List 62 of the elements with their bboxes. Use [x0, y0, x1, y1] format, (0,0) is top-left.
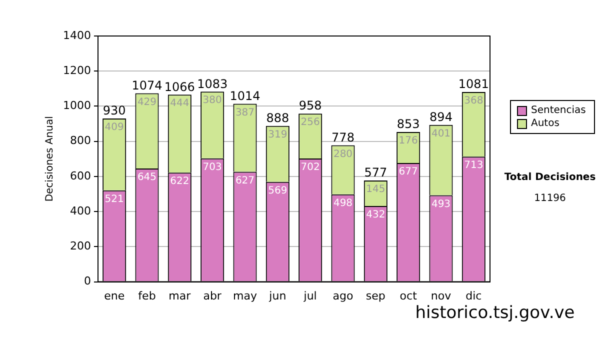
x-tick-label: nov	[430, 289, 452, 302]
data-label: 677	[398, 166, 418, 178]
x-tick-label: dic	[466, 289, 482, 302]
data-label: 319	[268, 129, 288, 140]
text: 11196	[533, 193, 567, 204]
y-tick-label: 1000	[62, 99, 91, 112]
x-tick-label: oct	[400, 289, 418, 302]
y-tick-label: 400	[70, 204, 91, 218]
x-tick-label: mar	[168, 289, 192, 302]
data-label: 145	[366, 184, 386, 196]
data-label: 703	[202, 162, 222, 173]
x-tick-label: feb	[138, 289, 156, 302]
total-label: 1083	[197, 76, 228, 91]
x-tick-label: ene	[104, 289, 125, 302]
y-tick-label: 1200	[62, 64, 91, 77]
data-label: 280	[333, 148, 353, 160]
total-label: 958	[298, 98, 322, 113]
data-label: 713	[464, 160, 484, 172]
data-label: 645	[137, 172, 157, 184]
y-tick-label: 800	[70, 134, 91, 148]
data-label: 521	[104, 194, 124, 205]
data-label: 368	[464, 96, 484, 107]
y-axis-title: Decisiones Anual	[44, 116, 56, 202]
x-tick-label: may	[233, 289, 258, 302]
data-label: 432	[366, 210, 386, 221]
data-label: 702	[300, 162, 320, 174]
total-label: 888	[266, 111, 290, 126]
data-label: 409	[104, 122, 124, 134]
data-label: 444	[170, 98, 190, 110]
data-label: 401	[431, 128, 451, 140]
data-label: 493	[431, 198, 451, 210]
data-label: 627	[235, 175, 255, 186]
data-label: 569	[268, 185, 288, 196]
data-label: 176	[398, 136, 418, 147]
total-label: 1066	[164, 80, 195, 94]
x-tick-label: abr	[203, 289, 222, 302]
y-tick-label: 200	[70, 240, 91, 253]
x-tick-label: sep	[366, 289, 386, 302]
y-tick-label: 0	[84, 274, 91, 288]
data-label: 622	[170, 176, 190, 188]
total-label: 1081	[458, 77, 489, 92]
data-label: 387	[235, 107, 255, 118]
total-label: 930	[102, 104, 126, 118]
text: historico.tsj.gov.ve	[414, 303, 576, 323]
x-tick-label: jul	[302, 289, 317, 302]
y-tick-label: 600	[70, 169, 91, 182]
total-label: 577	[364, 166, 388, 180]
data-label: 498	[333, 198, 353, 209]
x-tick-label: jun	[268, 289, 286, 302]
y-tick-label: 1400	[62, 28, 91, 42]
total-label: 1014	[230, 88, 260, 103]
total-label: 894	[430, 110, 452, 124]
legend-label: Sentencias	[531, 104, 586, 117]
data-label: 380	[202, 95, 222, 106]
data-label: 256	[300, 117, 320, 128]
x-tick-label: ago	[332, 289, 354, 302]
total-label: 1074	[132, 78, 162, 92]
legend-label: Autos	[531, 117, 560, 130]
data-label: 429	[137, 96, 157, 108]
text: Total Decisiones	[503, 172, 597, 183]
total-label: 778	[332, 130, 354, 144]
total-label: 853	[396, 117, 420, 132]
